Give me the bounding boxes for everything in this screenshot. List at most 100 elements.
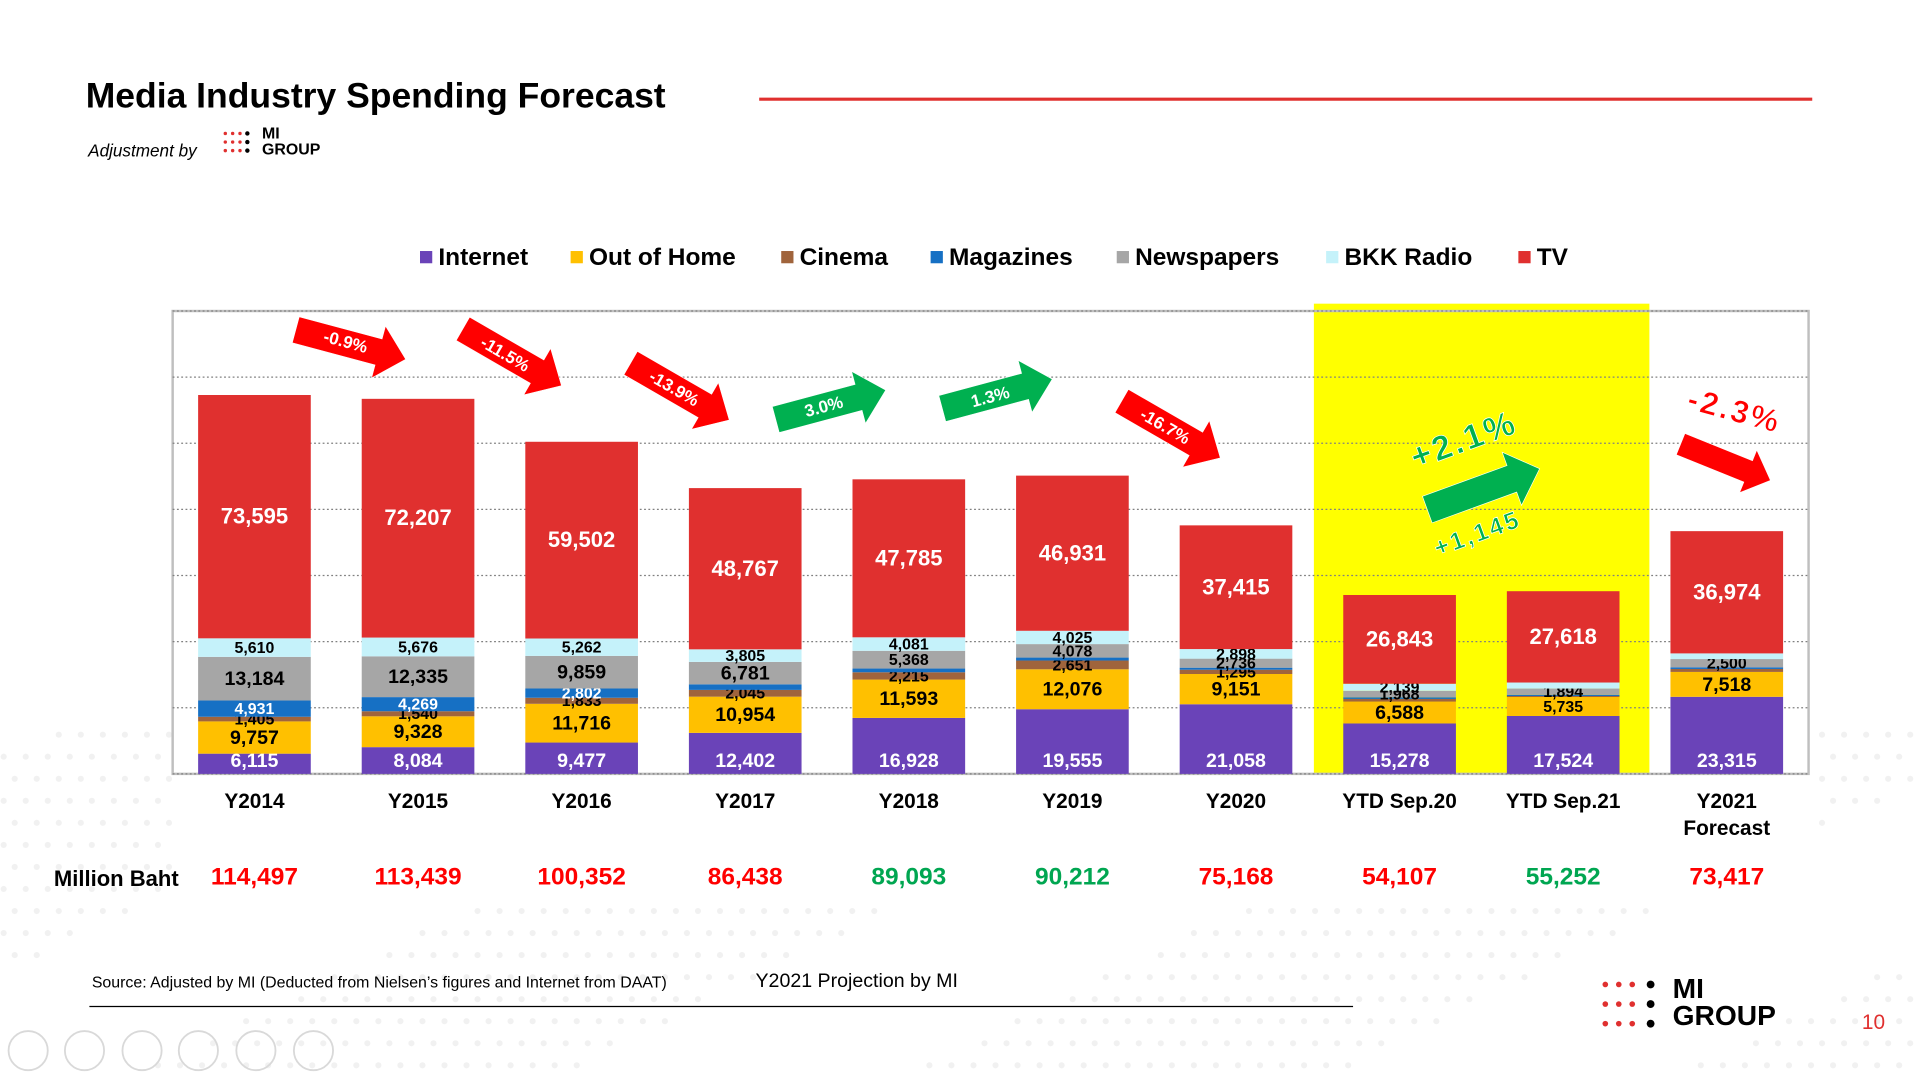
- legend-swatch: [781, 251, 794, 264]
- bar-segment: [1506, 682, 1620, 689]
- value-label: 9,859: [557, 662, 606, 684]
- value-label: 5,262: [562, 640, 602, 657]
- nav-slides[interactable]: [177, 1030, 219, 1072]
- bar-segment: [1179, 667, 1293, 670]
- dots-bg: [0, 731, 1914, 1069]
- legend-label: TV: [1537, 244, 1569, 271]
- category-label: Y2019: [1042, 789, 1103, 814]
- value-label: 4,931: [235, 701, 275, 718]
- category-label-box: Y2018: [879, 790, 939, 813]
- nav-prev[interactable]: [7, 1030, 49, 1072]
- total-label: 89,093: [871, 863, 946, 890]
- bar-segment: [688, 661, 802, 685]
- bar-segment: [361, 716, 475, 748]
- bar-segment: [688, 696, 802, 733]
- bar-segment: [525, 697, 638, 704]
- bar-segment: [1016, 660, 1129, 670]
- category-label: Y2021 Forecast: [1683, 789, 1771, 840]
- total-label: 86,438: [708, 863, 783, 890]
- value-label: 12,335: [388, 666, 448, 688]
- category-label: YTD Sep.21: [1505, 789, 1621, 814]
- annotation: -2.3%: [1684, 380, 1785, 439]
- bar-segment: [852, 479, 966, 638]
- bar-segment: [525, 688, 638, 698]
- value-label: 6,115: [230, 750, 278, 772]
- legend-label: Internet: [438, 244, 528, 271]
- page-number: 10: [1862, 1011, 1885, 1034]
- bar-segment: [1670, 696, 1784, 774]
- trend-arrow: [938, 359, 1053, 422]
- value-label: 6,588: [1375, 702, 1424, 724]
- category-label-box: YTD Sep.20: [1342, 790, 1457, 813]
- bar-segment: [688, 649, 802, 662]
- value-label: 8,084: [394, 750, 443, 772]
- bar-segment: [1506, 591, 1620, 683]
- total-label: 113,439: [374, 863, 461, 890]
- category-label-box: Y2019: [1042, 789, 1103, 814]
- trend-arrow: [771, 370, 887, 433]
- bar-segment: [852, 679, 966, 718]
- category-label: Y2017: [715, 789, 776, 814]
- bar-segment: [1670, 667, 1784, 669]
- nav-pen[interactable]: [121, 1030, 163, 1072]
- total-label: 73,417: [1689, 863, 1764, 890]
- nav-zoom[interactable]: [235, 1030, 277, 1072]
- logo-box: MI GROUP: [262, 125, 320, 157]
- value-label: 37,415: [1202, 574, 1269, 599]
- bar-segment: [525, 655, 638, 689]
- value-label: 5,368: [889, 652, 929, 669]
- nav-more[interactable]: [292, 1030, 334, 1072]
- value-label: 2,651: [1053, 657, 1093, 674]
- value-label: 2,802: [562, 686, 602, 703]
- category-label-box: YTD Sep.21: [1505, 789, 1621, 814]
- total-label: 100,352: [537, 863, 625, 890]
- value-label: 10,954: [715, 704, 775, 726]
- bar-segment: [198, 700, 311, 717]
- value-label: 73,595: [221, 504, 288, 529]
- bar-segment: [1670, 671, 1784, 697]
- value-label: 72,207: [384, 505, 451, 530]
- value-label: 27,618: [1529, 624, 1596, 649]
- value-label: 9,328: [394, 721, 443, 743]
- bar-segment: [525, 742, 638, 774]
- value-label: 2,215: [889, 668, 929, 685]
- bar-segment: [1016, 630, 1129, 645]
- legend-swatch: [1116, 251, 1129, 264]
- value-label: 7,518: [1702, 674, 1751, 696]
- nav-icons: [7, 1030, 334, 1072]
- bar-segment: [1343, 690, 1456, 698]
- bar-segment: [688, 732, 802, 774]
- value-label: 48,767: [712, 556, 779, 581]
- bar-segment: [1343, 698, 1456, 702]
- bar-segment: [1506, 694, 1620, 696]
- bar-segment: [1670, 668, 1784, 672]
- category-label-box: Y2020: [1206, 790, 1266, 813]
- bar-segment: [1670, 653, 1784, 660]
- category-label: Y2014: [224, 789, 285, 814]
- footer-logo-box: MI GROUP: [1672, 974, 1776, 1032]
- bar-segment: [525, 703, 638, 743]
- bar-segment: [1179, 704, 1293, 774]
- bar-segment: [1016, 644, 1129, 658]
- bar-segment: [361, 711, 475, 717]
- nav-next[interactable]: [63, 1030, 105, 1072]
- bar-segment: [1179, 674, 1293, 705]
- bar-segment: [1016, 657, 1129, 661]
- trend-arrow: [1114, 388, 1221, 468]
- category-label: Y2015: [387, 789, 449, 814]
- bar-segment: [1343, 697, 1456, 699]
- trend-arrow: [623, 350, 730, 430]
- bar-segment: [852, 668, 966, 673]
- bar-segment: [1179, 649, 1293, 659]
- plot-frame: [171, 309, 1810, 776]
- bar-segment: [852, 717, 966, 774]
- value-label: 26,843: [1366, 626, 1433, 651]
- value-label: 5,676: [398, 639, 438, 656]
- footer-logo: MI GROUP: [1672, 974, 1776, 1032]
- value-label: 5,610: [235, 640, 275, 657]
- value-label: 15,278: [1370, 750, 1430, 772]
- value-label: 11,593: [879, 688, 938, 710]
- value-label: 12,402: [715, 750, 775, 772]
- total-label: 75,168: [1199, 863, 1274, 890]
